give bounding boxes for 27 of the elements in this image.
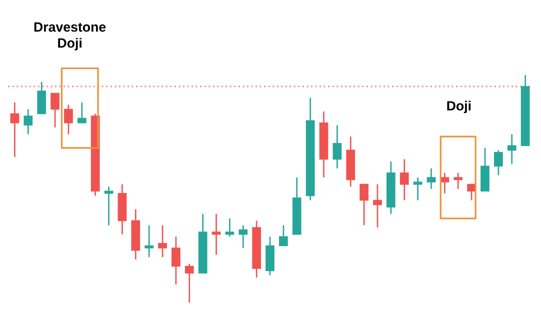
candlestick — [184, 263, 194, 304]
candlestick — [494, 150, 503, 176]
candlestick — [279, 224, 288, 246]
candlestick — [400, 158, 409, 201]
candlestick — [507, 134, 516, 164]
candlestick — [37, 81, 46, 114]
candlestick — [64, 104, 73, 135]
candlestick — [158, 224, 167, 258]
candlestick — [104, 186, 114, 226]
candlestick — [24, 108, 33, 135]
candlestick — [332, 124, 342, 170]
candlestick — [77, 102, 86, 124]
text: Dravestone Doji — [34, 22, 106, 50]
candlestick — [144, 224, 154, 258]
candlestick — [373, 184, 382, 228]
candlestick — [212, 213, 221, 256]
candlestick — [413, 176, 422, 201]
candlestick — [172, 236, 180, 286]
candlestick — [426, 168, 436, 190]
candlestick — [10, 102, 20, 158]
candlestick — [50, 92, 60, 128]
candlestick — [454, 172, 463, 190]
candlestick — [360, 184, 368, 226]
candlestick — [238, 224, 248, 249]
annotation: Doji — [447, 100, 471, 114]
candlestick — [225, 218, 234, 238]
candlestick — [467, 184, 476, 201]
